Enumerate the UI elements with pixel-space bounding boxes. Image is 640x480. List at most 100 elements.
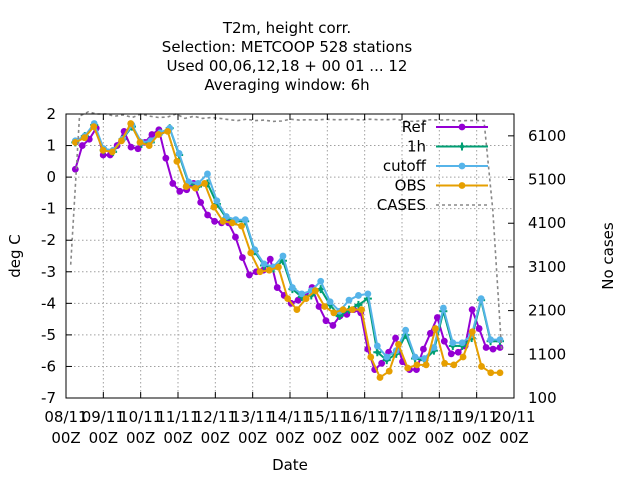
- data-point: [441, 359, 449, 367]
- data-point: [182, 183, 190, 190]
- data-point: [118, 137, 125, 145]
- data-point: [315, 303, 323, 310]
- legend-marker: [458, 182, 466, 189]
- legend-item-cutoff: cutoff: [383, 157, 488, 175]
- data-point: [496, 336, 504, 344]
- legend-marker: [458, 162, 466, 170]
- legend-label: Ref: [402, 118, 427, 136]
- data-point: [219, 217, 227, 225]
- data-point: [298, 290, 306, 298]
- data-point: [345, 296, 353, 304]
- y2-tick-label: 100: [528, 389, 557, 407]
- x-tick-label: 10/11 00Z: [119, 408, 162, 447]
- legend-item-ref: Ref: [402, 118, 488, 136]
- y-tick-label: 0: [46, 168, 56, 186]
- data-point: [204, 211, 212, 219]
- legend-label: CASES: [377, 196, 426, 214]
- grid: [66, 114, 514, 398]
- data-point: [364, 290, 372, 298]
- series-obs: [71, 120, 504, 381]
- series-cases: [69, 110, 503, 350]
- y-tick-label: 2: [46, 105, 56, 123]
- y-tick-label: -6: [41, 357, 56, 375]
- y-axis-label: deg C: [6, 234, 24, 278]
- legend-marker: [458, 142, 466, 151]
- x-tick-label: 13/11 00Z: [231, 408, 274, 447]
- y-tick-label: -5: [41, 326, 56, 344]
- y-tick-label: -1: [41, 200, 56, 218]
- data-point: [326, 298, 334, 306]
- data-point: [169, 180, 177, 187]
- data-point: [322, 317, 330, 325]
- data-point: [197, 198, 205, 206]
- data-point: [176, 187, 184, 195]
- data-point: [155, 131, 162, 138]
- x-tick-label: 20/11 00Z: [492, 408, 535, 447]
- data-point: [228, 219, 236, 227]
- data-point: [321, 303, 328, 310]
- x-tick-label: 11/11 00Z: [156, 408, 199, 447]
- data-point: [238, 222, 245, 230]
- data-point: [413, 361, 421, 369]
- data-point: [71, 139, 79, 146]
- data-point: [241, 216, 249, 224]
- data-point: [211, 217, 218, 225]
- data-point: [108, 148, 116, 156]
- data-point: [475, 325, 483, 332]
- data-point: [273, 284, 281, 291]
- data-point: [478, 363, 485, 370]
- x-tick-label: 15/11 00Z: [306, 408, 349, 447]
- data-point: [294, 296, 302, 304]
- data-point: [487, 369, 495, 377]
- data-point: [81, 134, 88, 142]
- data-point: [222, 213, 230, 220]
- x-tick-label: 14/11 00Z: [268, 408, 311, 447]
- data-point: [348, 306, 356, 314]
- data-point: [175, 150, 183, 157]
- series-line: [74, 121, 500, 360]
- y2-tick-label: 2100: [528, 302, 566, 320]
- data-point: [496, 344, 504, 351]
- data-point: [426, 329, 434, 337]
- data-point: [468, 328, 476, 336]
- cases-line: [69, 110, 503, 350]
- legend-label: OBS: [395, 177, 426, 195]
- data-point: [288, 284, 296, 291]
- y-tick-label: 1: [46, 137, 56, 155]
- series-ref: [71, 124, 504, 373]
- data-point: [279, 252, 287, 260]
- y-tick-label: -3: [41, 263, 56, 281]
- data-point: [329, 322, 337, 329]
- data-point: [487, 336, 494, 344]
- data-point: [134, 145, 142, 153]
- title-line: Selection: METCOOP 528 stations: [162, 38, 413, 56]
- chart-title: T2m, height corr.Selection: METCOOP 528 …: [162, 19, 413, 94]
- x-tick-label: 09/11 00Z: [82, 408, 125, 447]
- data-point: [191, 184, 199, 192]
- legend-label: 1h: [407, 138, 426, 156]
- data-point: [422, 361, 430, 369]
- data-point: [450, 361, 458, 369]
- data-point: [385, 367, 393, 375]
- data-point: [164, 127, 172, 135]
- data-point: [395, 340, 402, 348]
- data-point: [99, 146, 107, 154]
- data-point: [355, 292, 362, 299]
- data-point: [173, 157, 181, 165]
- data-point: [421, 355, 428, 362]
- x-tick-label: 16/11 00Z: [343, 408, 386, 447]
- data-point: [431, 325, 439, 332]
- x-tick-label: 17/11 00Z: [380, 408, 423, 447]
- x-tick-label: 18/11 00Z: [418, 408, 461, 447]
- data-point: [210, 203, 218, 211]
- x-tick-label: 08/11 00Z: [44, 408, 87, 447]
- data-point: [245, 271, 253, 279]
- data-point: [430, 344, 438, 351]
- data-point: [373, 342, 381, 350]
- data-point: [239, 254, 246, 261]
- data-point: [148, 131, 156, 138]
- data-point: [317, 277, 325, 285]
- data-point: [373, 348, 382, 357]
